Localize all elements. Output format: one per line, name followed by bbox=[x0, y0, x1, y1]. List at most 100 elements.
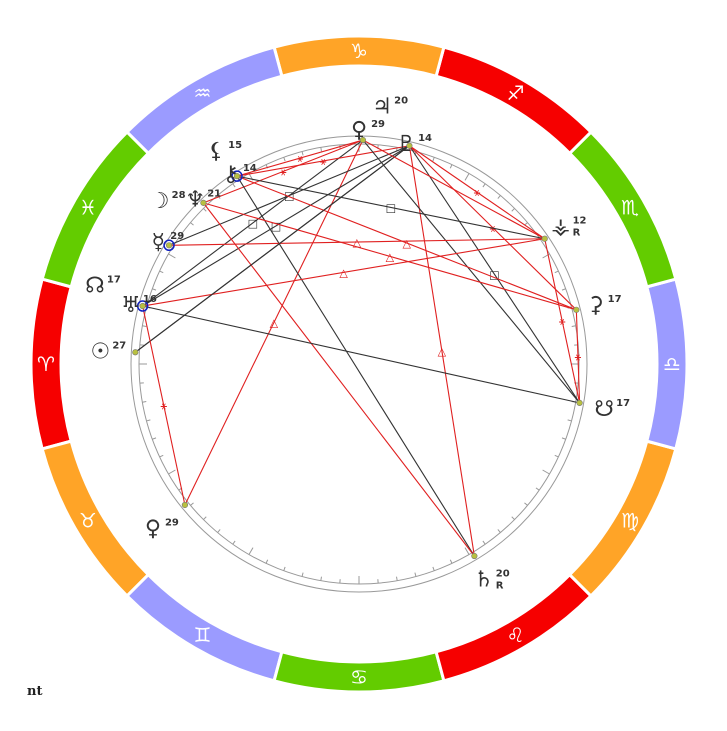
degree-tick bbox=[482, 540, 486, 545]
aspect-symbol: ⚹ bbox=[320, 155, 327, 168]
degree-tick bbox=[432, 157, 435, 162]
sign-glyph-cancer: ♋ bbox=[350, 665, 368, 689]
planet-degree: 29 bbox=[170, 231, 184, 242]
planet-degree: 16 bbox=[143, 294, 157, 305]
planet-point-neptune bbox=[200, 199, 207, 206]
aspect-line-neptune-saturn bbox=[202, 202, 475, 557]
planet-points bbox=[132, 136, 583, 560]
sign-glyph-sagittarius: ♐ bbox=[507, 81, 525, 105]
degree-tick bbox=[159, 454, 164, 458]
aspect-line-venus-top-neptune bbox=[203, 139, 364, 204]
degree-tick bbox=[146, 419, 151, 422]
sign-glyph-aquarius: ♒ bbox=[194, 81, 212, 105]
retrograde-marker: R bbox=[573, 227, 581, 238]
degree-tick bbox=[497, 195, 501, 199]
planet-highlight-chiron bbox=[231, 170, 243, 182]
aspect-line-chiron-saturn bbox=[236, 175, 475, 557]
degree-tick bbox=[554, 454, 559, 458]
mercury-icon: ☿ bbox=[151, 230, 165, 255]
sign-glyph-taurus: ♉ bbox=[79, 509, 97, 533]
degree-tick bbox=[432, 566, 435, 571]
degree-tick bbox=[414, 572, 417, 577]
degree-tick bbox=[159, 270, 164, 274]
outer-degree-ring bbox=[130, 135, 588, 593]
degree-tick bbox=[168, 253, 176, 259]
planet-degree: 20 bbox=[496, 568, 510, 579]
planet-point-pluto bbox=[406, 142, 413, 149]
venus-bottom-icon: ♀ bbox=[145, 517, 161, 542]
aspect-line-neptune-ceres bbox=[203, 202, 577, 311]
pluto-icon: ♇ bbox=[396, 132, 416, 157]
planet-degree: 28 bbox=[172, 190, 186, 201]
planet-highlight-uranus bbox=[136, 300, 149, 312]
aspect-line-ceres-south-node bbox=[575, 309, 581, 403]
neptune-icon: ♆ bbox=[185, 188, 205, 213]
planet-degree: 17 bbox=[616, 398, 630, 409]
degree-tick bbox=[535, 487, 540, 491]
aspect-lines: ⚹⚹△□⚹□□△□⚹□△△△△⚹⚹⚹⚹ bbox=[134, 139, 582, 557]
sign-glyph-scorpio: ♏ bbox=[621, 196, 639, 220]
degree-tick bbox=[320, 576, 322, 581]
degree-tick bbox=[142, 401, 147, 403]
moon-icon: ☽ bbox=[150, 189, 170, 214]
planet-degree: 29 bbox=[165, 518, 179, 529]
degree-tick bbox=[190, 502, 194, 506]
degree-tick bbox=[168, 469, 176, 475]
saturn-icon: ♄ bbox=[474, 567, 494, 592]
aspect-line-pluto-uranus bbox=[142, 145, 410, 307]
jupiter-icon: ♃ bbox=[372, 94, 392, 119]
retrograde-marker: R bbox=[496, 580, 504, 591]
planet-degree: 21 bbox=[207, 189, 221, 200]
sun-icon: ☉ bbox=[90, 340, 110, 365]
degree-tick bbox=[554, 270, 559, 274]
degree-tick bbox=[449, 164, 453, 169]
degree-tick bbox=[152, 288, 157, 291]
aspect-line-chiron-vesta bbox=[236, 175, 545, 240]
planet-label-mercury: ☿ 29 bbox=[151, 230, 184, 255]
planet-label-lilith: ⚸ 15 bbox=[208, 139, 242, 164]
degree-tick bbox=[542, 469, 550, 475]
aspect-line-venus-top-uranus bbox=[142, 139, 364, 307]
aspect-symbol: △ bbox=[339, 266, 348, 279]
degree-tick bbox=[203, 516, 207, 520]
planet-labels: ♃ 20♀ 29♇ 14⚸ 15⚷ 14♆ 21☽ 28☿ 29☊ 17♅ 16☉ 27♀ 29♄ 20R… bbox=[85, 94, 630, 592]
planet-label-pluto: ♇ 14 bbox=[396, 132, 432, 157]
degree-tick bbox=[497, 529, 501, 533]
sign-glyph-gemini: ♊ bbox=[194, 623, 212, 647]
aspect-line-sun-pluto bbox=[134, 145, 410, 353]
planet-degree: 14 bbox=[418, 133, 432, 144]
degree-tick bbox=[449, 559, 453, 564]
aspect-line-vesta-venus-top bbox=[362, 139, 545, 240]
uranus-icon: ♅ bbox=[121, 293, 141, 318]
aspect-symbol: △ bbox=[353, 236, 362, 249]
zodiac-ring: ♈ ♉ ♊ ♋ ♌ ♍ ♎ ♏ ♐ ♑ ♒ ♓ bbox=[29, 34, 689, 694]
planet-label-vesta: ⚶ 12R bbox=[551, 214, 586, 239]
planet-degree: 29 bbox=[371, 119, 385, 130]
degree-tick bbox=[464, 173, 470, 181]
planet-label-uranus: ♅ 16 bbox=[121, 293, 157, 318]
planet-degree: 14 bbox=[243, 163, 257, 174]
aspect-symbol: ⚹ bbox=[297, 152, 304, 165]
degree-tick bbox=[571, 325, 576, 327]
lilith-icon: ⚸ bbox=[208, 139, 224, 164]
ceres-icon: ⚳ bbox=[588, 293, 604, 318]
planet-degree: 17 bbox=[608, 294, 622, 305]
planet-label-sun: ☉ 27 bbox=[90, 340, 126, 365]
degree-tick bbox=[524, 502, 528, 506]
footer-text: nt bbox=[27, 684, 43, 699]
aspect-line-pluto-mercury bbox=[168, 145, 410, 246]
aspect-line-uranus-vesta bbox=[142, 238, 545, 307]
degree-tick bbox=[511, 516, 515, 520]
aspect-symbol: ⚹ bbox=[160, 399, 167, 412]
aspect-line-vesta-south-node bbox=[544, 238, 581, 404]
degree-tick bbox=[396, 576, 398, 581]
aspect-line-vesta-pluto bbox=[409, 145, 546, 240]
aspect-line-pluto-saturn bbox=[408, 145, 475, 557]
degree-tick bbox=[320, 147, 322, 152]
sign-glyph-leo: ♌ bbox=[507, 623, 525, 647]
sign-glyph-capricorn: ♑ bbox=[350, 39, 368, 63]
aspect-symbol: ⚹ bbox=[575, 350, 582, 363]
planet-label-chiron: ⚷ 14 bbox=[223, 162, 257, 187]
degree-tick bbox=[567, 419, 572, 422]
